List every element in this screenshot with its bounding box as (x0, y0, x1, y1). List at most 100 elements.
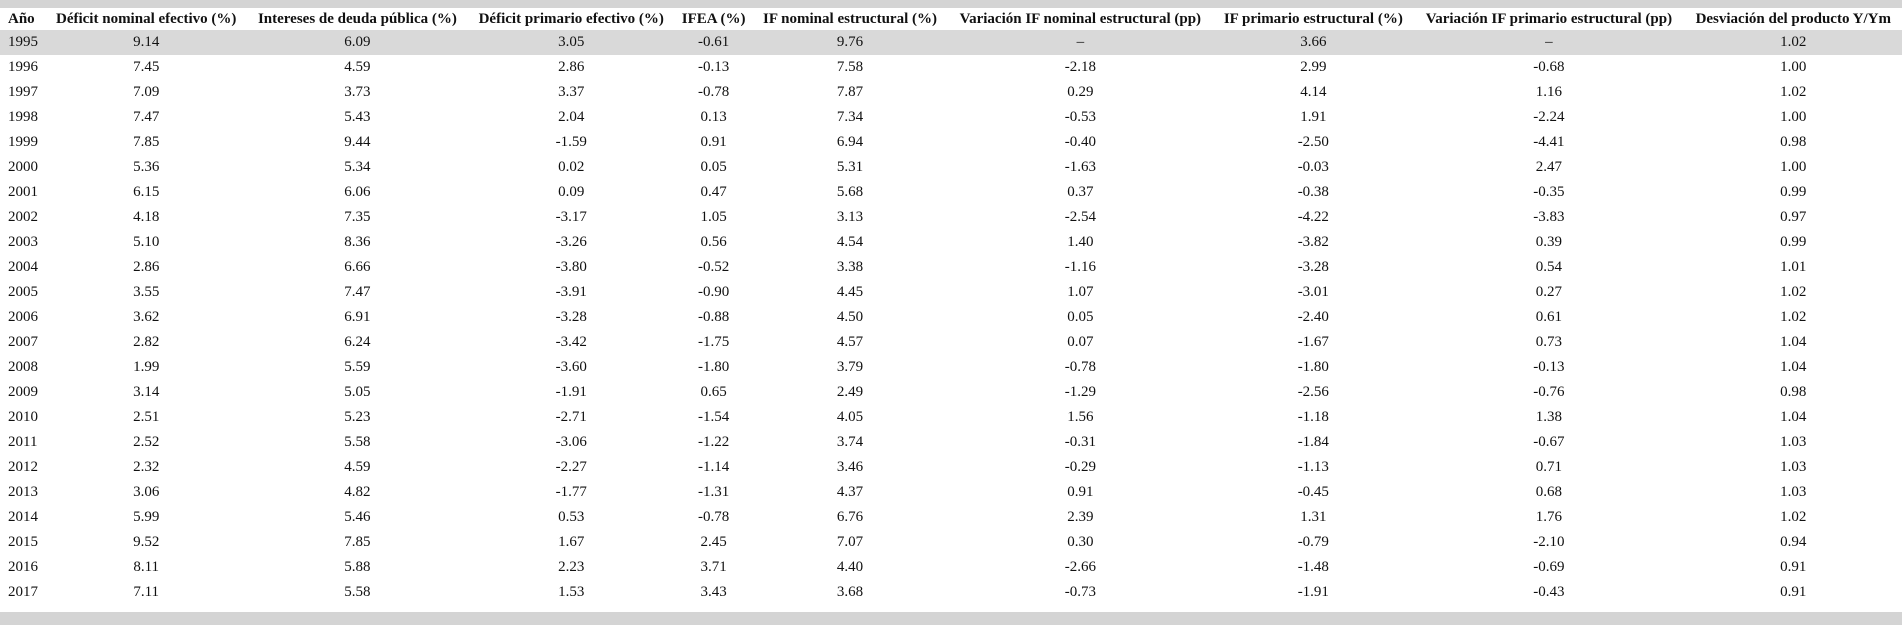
cell-if_primario_estructural: 3.66 (1213, 30, 1414, 55)
table-row-1995: 1995 9.14 6.09 3.05 -0.61 9.76–3.66–1.02 (0, 30, 1902, 55)
cell-ifea: -1.14 (698, 459, 730, 475)
cell-variacion_if_primario_estructural: -0.35 (1533, 184, 1565, 200)
cell-ifea: -0.78 (698, 84, 730, 100)
cell-ano: 2002 (8, 209, 38, 225)
cell-desviacion_producto: 0.98 (1780, 134, 1807, 150)
table-row-2005: 2005 3.55 7.47 -3.91 -0.90 4.45 1.07 -3.01 0.27 1… (0, 280, 1902, 305)
cell-ano: 2008 (8, 359, 38, 375)
cell-variacion_if_primario_estructural: 0.27 (1535, 284, 1563, 300)
table-row-1997: 1997 7.09 3.73 3.37 -0.78 7.87 0.29 4.14 1.16 1.0… (0, 80, 1902, 105)
cell-variacion_if_nominal_estructural: -2.18 (1064, 59, 1096, 75)
cell-ifea: 0.91 (700, 134, 727, 150)
cell-if_primario_estructural: -3.82 (1297, 234, 1329, 250)
cell-ifea: 0.05 (700, 159, 727, 175)
cell-desviacion_producto: 1.02 (1684, 30, 1902, 55)
cell-ifea: -1.54 (698, 409, 730, 425)
cell-if_primario_estructural: -1.91 (1297, 584, 1329, 600)
cell-ifea: 0.13 (700, 109, 727, 125)
cell-variacion_if_primario_estructural: 0.68 (1535, 484, 1563, 500)
column-header-ano: Año (0, 8, 46, 30)
cell-intereses_deuda_publica: 7.47 (344, 284, 371, 300)
cell-deficit_primario_efectivo: -3.26 (555, 234, 587, 250)
cell-desviacion_producto: 0.98 (1780, 384, 1807, 400)
cell-deficit_nominal_efectivo: 3.55 (133, 284, 160, 300)
cell-intereses_deuda_publica: 5.46 (344, 509, 371, 525)
table-row-2012: 2012 2.32 4.59 -2.27 -1.14 3.46 -0.29 -1.13 0.71… (0, 455, 1902, 480)
cell-if_primario_estructural: -2.40 (1297, 309, 1329, 325)
cell-ifea: -1.22 (698, 434, 730, 450)
table-body: 1995 9.14 6.09 3.05 -0.61 9.76–3.66–1.02 1996 7… (0, 30, 1902, 605)
table-surface: Año Déficit nominal efectivo (%) Intereses… (0, 8, 1902, 612)
cell-intereses_deuda_publica: 6.06 (344, 184, 371, 200)
table-row-2014: 2014 5.99 5.46 0.53 -0.78 6.76 2.39 1.31 1.76 1.0… (0, 505, 1902, 530)
table-row-2004: 2004 2.86 6.66 -3.80 -0.52 3.38 -1.16 -3.28 0.54… (0, 255, 1902, 280)
cell-deficit_primario_efectivo: 0.02 (558, 159, 585, 175)
cell-ifea: -0.13 (698, 59, 730, 75)
cell-variacion_if_nominal_estructural: -0.78 (1064, 359, 1096, 375)
cell-ano: 2014 (8, 509, 38, 525)
cell-variacion_if_primario_estructural: -0.68 (1533, 59, 1565, 75)
cell-if_nominal_estructural: 5.31 (836, 159, 864, 175)
cell-deficit_nominal_efectivo: 3.14 (133, 384, 160, 400)
cell-deficit_nominal_efectivo: 5.36 (133, 159, 160, 175)
cell-intereses_deuda_publica: 5.59 (344, 359, 371, 375)
cell-ifea: 3.43 (700, 584, 727, 600)
cell-ifea: -0.88 (698, 309, 730, 325)
cell-deficit_nominal_efectivo: 7.09 (133, 84, 160, 100)
cell-variacion_if_nominal_estructural: 0.91 (1067, 484, 1094, 500)
cell-if_primario_estructural: -1.48 (1297, 559, 1329, 575)
cell-intereses_deuda_publica: 5.43 (344, 109, 371, 125)
table-row-2007: 2007 2.82 6.24 -3.42 -1.75 4.57 0.07 -1.67 0.73 1… (0, 330, 1902, 355)
cell-deficit_nominal_efectivo: 2.32 (133, 459, 160, 475)
table-row-2011: 2011 2.52 5.58 -3.06 -1.22 3.74 -0.31 -1.84 -0.6… (0, 430, 1902, 455)
cell-deficit_primario_efectivo: 2.86 (558, 59, 585, 75)
cell-if_primario_estructural: -1.67 (1297, 334, 1329, 350)
cell-intereses_deuda_publica: 5.58 (344, 584, 371, 600)
cell-deficit_primario_efectivo: -3.60 (555, 359, 587, 375)
cell-if_primario_estructural: -2.50 (1297, 134, 1329, 150)
table-row-2009: 2009 3.14 5.05 -1.91 0.65 2.49 -1.29 -2.56 -0.76… (0, 380, 1902, 405)
cell-ano: 2004 (8, 259, 38, 275)
cell-desviacion_producto: 1.02 (1780, 509, 1807, 525)
cell-deficit_primario_efectivo: -2.27 (555, 459, 587, 475)
cell-deficit_primario_efectivo: 1.53 (558, 584, 585, 600)
cell-if_primario_estructural: 1.91 (1300, 109, 1327, 125)
cell-variacion_if_primario_estructural: 2.47 (1535, 159, 1563, 175)
cell-ano: 2013 (8, 484, 38, 500)
cell-if_nominal_estructural: 3.46 (836, 459, 864, 475)
cell-deficit_nominal_efectivo: 8.11 (133, 559, 160, 575)
cell-desviacion_producto: 0.99 (1780, 234, 1807, 250)
cell-ano: 1998 (8, 109, 38, 125)
column-header-deficit_nominal_efectivo: Déficit nominal efectivo (%) (45, 8, 247, 30)
cell-ifea: 0.47 (700, 184, 727, 200)
cell-if_primario_estructural: -3.28 (1297, 259, 1329, 275)
cell-variacion_if_nominal_estructural: 0.29 (1067, 84, 1094, 100)
cell-deficit_nominal_efectivo: 7.11 (133, 584, 160, 600)
cell-if_nominal_estructural: 3.74 (836, 434, 864, 450)
cell-desviacion_producto: 1.03 (1780, 484, 1807, 500)
table-row-2000: 2000 5.36 5.34 0.02 0.05 5.31 -1.63 -0.03 2.47 1.… (0, 155, 1902, 180)
cell-deficit_nominal_efectivo: 2.82 (133, 334, 160, 350)
table-row-2001: 2001 6.15 6.06 0.09 0.47 5.68 0.37 -0.38 -0.35 0.… (0, 180, 1902, 205)
cell-ano: 2016 (8, 559, 38, 575)
cell-deficit_primario_efectivo: 2.04 (558, 109, 585, 125)
cell-deficit_nominal_efectivo: 9.52 (133, 534, 160, 550)
cell-deficit_nominal_efectivo: 5.10 (133, 234, 160, 250)
column-header-deficit_primario_efectivo: Déficit primario efectivo (%) (467, 8, 675, 30)
cell-variacion_if_primario_estructural: -3.83 (1533, 209, 1565, 225)
cell-deficit_nominal_efectivo: 3.06 (133, 484, 160, 500)
cell-variacion_if_primario_estructural: 0.54 (1535, 259, 1563, 275)
table-row-2003: 2003 5.10 8.36 -3.26 0.56 4.54 1.40 -3.82 0.39 0.… (0, 230, 1902, 255)
cell-deficit_nominal_efectivo: 2.51 (133, 409, 160, 425)
cell-variacion_if_nominal_estructural: 0.07 (1067, 334, 1094, 350)
table-row-2002: 2002 4.18 7.35 -3.17 1.05 3.13 -2.54 -4.22 -3.83… (0, 205, 1902, 230)
cell-intereses_deuda_publica: 6.91 (344, 309, 371, 325)
cell-deficit_primario_efectivo: -2.71 (555, 409, 587, 425)
cell-if_primario_estructural: -1.84 (1297, 434, 1329, 450)
cell-ano: 2006 (8, 309, 38, 325)
cell-deficit_nominal_efectivo: 6.15 (133, 184, 160, 200)
cell-if_nominal_estructural: 5.68 (836, 184, 864, 200)
cell-if_nominal_estructural: 4.50 (836, 309, 864, 325)
cell-if_nominal_estructural: 4.54 (836, 234, 864, 250)
cell-if_nominal_estructural: 4.45 (836, 284, 864, 300)
